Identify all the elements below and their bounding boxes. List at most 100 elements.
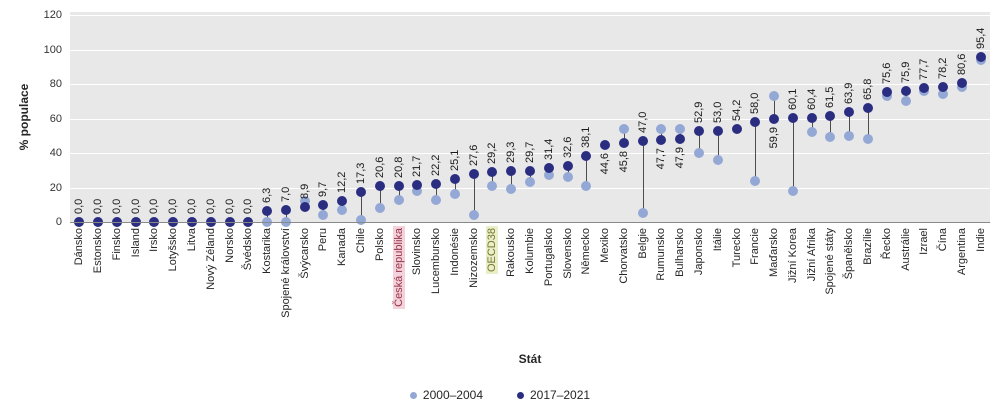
value-label: 75,9: [899, 61, 912, 84]
gridline-y-100: [70, 49, 990, 51]
x-label-country: Spojené státy: [823, 226, 837, 341]
x-label-country: Maďarsko: [767, 226, 781, 341]
data-point-2017-2021: [787, 113, 798, 124]
value-label: 8,9: [298, 183, 311, 199]
x-axis-title: Stát: [518, 352, 542, 366]
x-label-text: Itálie: [711, 228, 724, 252]
gridline-y-120: [70, 15, 990, 16]
x-label-text: Kolumbie: [524, 228, 536, 274]
value-label: 63,9: [843, 82, 856, 104]
x-label-country: Chorvatsko: [617, 226, 631, 341]
data-point-2017-2021: [299, 201, 310, 212]
x-label-country: Lucembursko: [429, 226, 443, 341]
data-point-2017-2021: [806, 112, 817, 123]
value-label: 0,0: [223, 198, 236, 214]
data-point-2017-2021: [618, 137, 629, 148]
connector-line: [849, 111, 851, 136]
x-label-text: Dánsko: [73, 228, 86, 266]
x-label-text: Švédsko: [242, 228, 255, 271]
x-label-country: Litva: [185, 226, 199, 341]
data-point-2017-2021: [431, 178, 442, 189]
data-point-2017-2021: [656, 134, 667, 145]
x-label-text: Portugalsko: [542, 228, 555, 287]
x-label-country: Dánsko: [72, 226, 86, 341]
data-point-2000-2004: [693, 148, 704, 158]
x-label-text: Rakousko: [505, 228, 518, 277]
data-point-2017-2021: [412, 179, 423, 190]
data-point-2017-2021: [581, 151, 592, 162]
x-label-text: Rumunsko: [655, 228, 668, 281]
legend-dot-2000-2004-icon: [409, 391, 417, 399]
data-point-2017-2021: [337, 195, 348, 206]
data-point-2000-2004: [356, 215, 367, 226]
gridline-y-80: [70, 84, 990, 85]
connector-line: [530, 170, 531, 183]
x-label-text: Chile: [355, 228, 368, 254]
data-point-2017-2021: [675, 134, 686, 145]
value-label: 65,8: [861, 79, 874, 101]
data-point-2017-2021: [506, 166, 517, 177]
data-point-2000-2004: [431, 194, 442, 205]
x-label-text: Lucembursko: [430, 228, 443, 295]
gridline-y-20: [70, 187, 990, 189]
x-label-text: Island: [129, 228, 142, 258]
x-label-text: Litva: [186, 228, 199, 252]
value-label: 0,0: [204, 198, 217, 214]
x-label-country: Kanada: [335, 226, 349, 341]
value-label: 0,0: [186, 198, 199, 214]
data-point-2017-2021: [318, 200, 329, 211]
x-label-text: Kanada: [336, 228, 349, 266]
x-label-text: Kostarika: [261, 228, 274, 274]
connector-line: [398, 186, 400, 200]
data-point-2000-2004: [562, 172, 573, 183]
data-point-2017-2021: [769, 113, 780, 124]
data-point-2000-2004: [806, 127, 817, 138]
x-label-oecd: OECD38: [485, 226, 499, 341]
x-label-text: Slovinsko: [411, 228, 424, 276]
data-point-2000-2004: [318, 210, 329, 221]
connector-line: [867, 108, 869, 140]
data-point-2000-2004: [543, 170, 554, 181]
data-point-2017-2021: [938, 82, 949, 93]
data-point-2017-2021: [393, 181, 404, 192]
x-label-country: Francie: [748, 226, 762, 341]
value-label: 20,6: [373, 157, 386, 179]
legend-label-2000-2004: 2000–2004: [422, 388, 483, 402]
data-point-2000-2004: [412, 185, 423, 196]
data-point-2000-2004: [299, 196, 310, 207]
value-label: 17,3: [355, 162, 368, 185]
x-label-country: Brazílie: [861, 226, 875, 341]
connector-line: [361, 192, 363, 221]
x-label-text: Bulharsko: [674, 228, 687, 277]
x-label-country: Finsko: [110, 226, 124, 341]
value-label: 95,4: [974, 28, 987, 50]
value-label: 29,2: [486, 142, 499, 164]
x-label-country: Austrálie: [899, 226, 913, 341]
connector-line: [285, 209, 287, 222]
data-point-2017-2021: [600, 140, 611, 151]
x-label-text: Estonsko: [92, 228, 105, 274]
value-label: 0,0: [148, 198, 161, 214]
x-label-text: Česká republika: [392, 226, 405, 309]
x-label-country: Nový Zéland: [204, 226, 218, 341]
connector-line: [680, 128, 682, 140]
data-point-2000-2004: [656, 123, 667, 134]
data-point-2000-2004: [712, 154, 723, 165]
value-label: 0,0: [73, 198, 86, 214]
x-label-country: Slovinsko: [410, 226, 424, 341]
x-label-country: Chile: [354, 226, 368, 341]
data-point-2000-2004: [581, 180, 592, 191]
value-label: 29,3: [505, 142, 518, 164]
x-label-text: Francie: [749, 228, 762, 265]
data-point-2000-2004: [525, 177, 535, 188]
x-label-text: Argentina: [955, 228, 968, 276]
data-point-2017-2021: [468, 169, 479, 180]
x-label-text: Austrálie: [899, 228, 912, 271]
x-label-country: Norsko: [223, 226, 237, 341]
x-label-text: OECD38: [486, 226, 499, 275]
x-label-text: Polsko: [373, 228, 386, 262]
data-point-2017-2021: [449, 173, 460, 184]
x-label-country: Peru: [316, 226, 330, 341]
x-label-text: Maďarsko: [768, 228, 781, 277]
